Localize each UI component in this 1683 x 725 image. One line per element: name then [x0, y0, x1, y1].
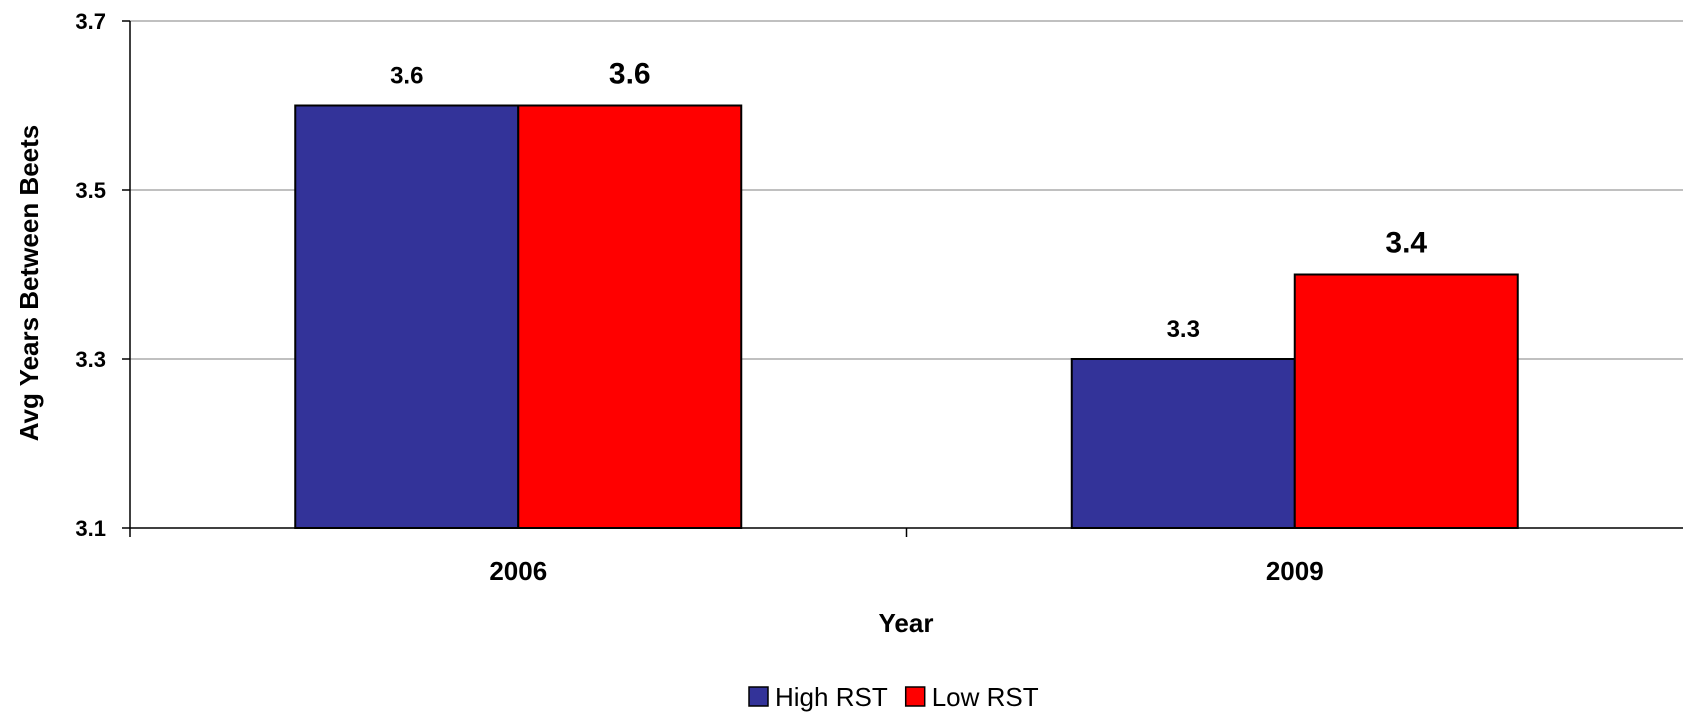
data-labels: 3.6 3.6 3.3 3.4 — [390, 58, 1427, 344]
bar-high-rst-2009 — [1070, 358, 1296, 529]
bar-low-rst-2006 — [517, 104, 743, 529]
legend-swatch — [748, 686, 769, 707]
data-label: 3.4 — [1385, 227, 1427, 260]
axes — [122, 20, 1683, 537]
data-label: 3.6 — [609, 58, 651, 91]
x-axis-title: Year — [879, 608, 934, 638]
y-tick-label: 3.7 — [75, 9, 106, 34]
bar-low-rst-2009 — [1293, 273, 1519, 529]
data-label: 3.3 — [1167, 316, 1200, 343]
y-tick-labels: 3.1 3.3 3.5 3.7 — [75, 9, 106, 541]
y-tick-label: 3.3 — [75, 347, 106, 372]
bars — [294, 104, 1519, 529]
x-tick-label: 2006 — [489, 556, 547, 586]
y-axis-title: Avg Years Between Beets — [14, 125, 44, 442]
y-tick-label: 3.5 — [75, 178, 106, 203]
bar-high-rst-2006 — [294, 104, 520, 529]
y-tick-label: 3.1 — [75, 516, 106, 541]
x-tick-label: 2009 — [1266, 556, 1324, 586]
legend-label: Low RST — [932, 682, 1039, 712]
legend: High RST Low RST — [748, 682, 1039, 712]
legend-label: High RST — [775, 682, 888, 712]
data-label: 3.6 — [390, 63, 423, 90]
legend-swatch — [904, 686, 926, 707]
x-tick-labels: 2006 2009 — [489, 556, 1323, 586]
